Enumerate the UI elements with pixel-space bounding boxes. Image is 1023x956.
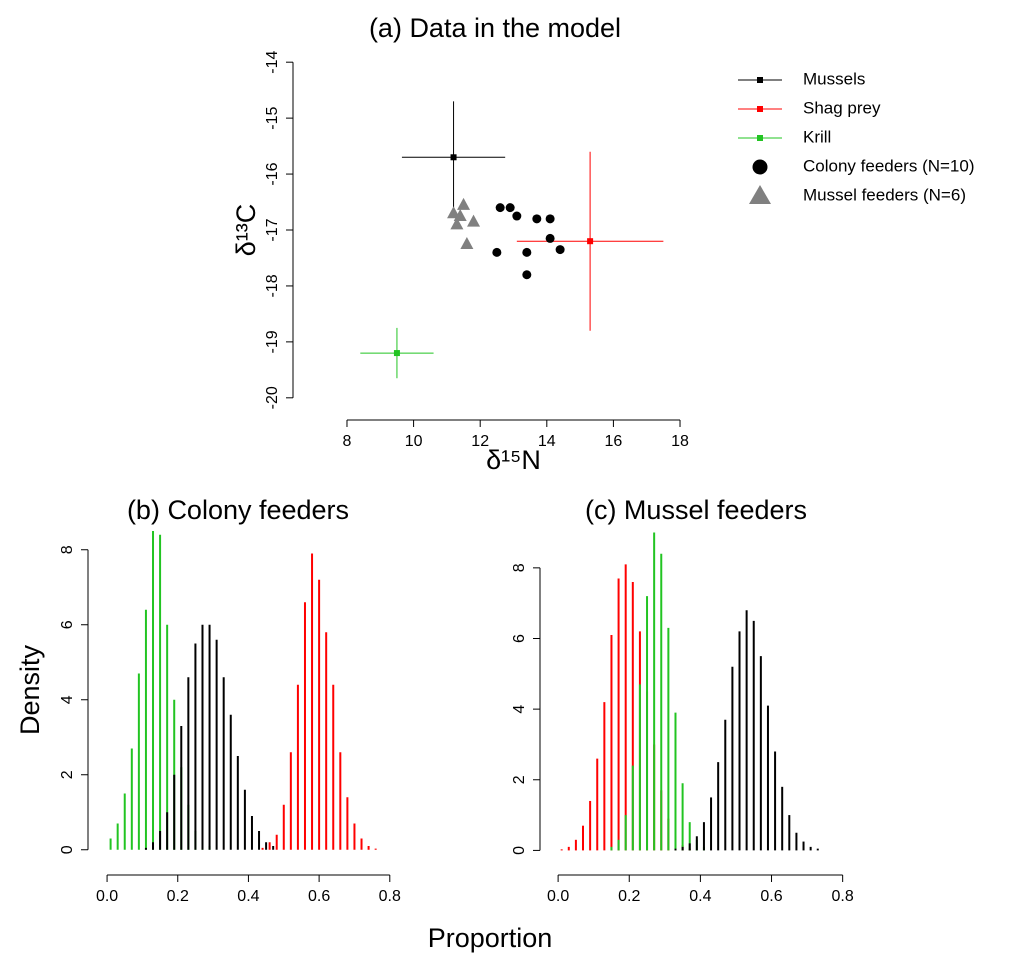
point <box>532 214 542 224</box>
y-tick-label: -17 <box>264 218 281 241</box>
point <box>495 203 505 213</box>
point <box>453 209 467 222</box>
legend-label: Mussels <box>803 69 865 88</box>
point <box>522 270 532 280</box>
x-tick-label: 8 <box>343 433 352 450</box>
x-tick-label: 0.6 <box>308 888 330 905</box>
y-tick-label: -16 <box>264 162 281 185</box>
x-tick-label: 0.4 <box>237 888 259 905</box>
y-tick-label: -19 <box>264 330 281 353</box>
y-tick-label: 2 <box>511 775 528 784</box>
x-axis-title: δ¹⁵N <box>486 445 541 475</box>
point <box>505 203 515 213</box>
legend-marker <box>749 185 771 204</box>
y-tick-label: -18 <box>264 274 281 297</box>
x-tick-label: 14 <box>538 433 556 450</box>
legend-label: Krill <box>803 127 831 146</box>
y-tick-label: 8 <box>511 563 528 572</box>
point <box>545 214 555 224</box>
y-tick-label: 0 <box>59 845 76 854</box>
point <box>522 247 532 257</box>
point <box>450 154 457 161</box>
chart-title: (b) Colony feeders <box>127 495 349 525</box>
legend-marker <box>757 135 763 141</box>
point <box>512 211 522 221</box>
point <box>492 247 502 257</box>
x-tick-label: 10 <box>405 433 423 450</box>
y-tick-label: 8 <box>59 545 76 554</box>
x-tick-label: 0.8 <box>832 888 854 905</box>
chart-title: (c) Mussel feeders <box>585 495 807 525</box>
shared-y-label: Density <box>15 644 45 735</box>
y-tick-label: 4 <box>59 695 76 704</box>
y-tick-label: 0 <box>511 846 528 855</box>
point <box>467 214 481 227</box>
x-tick-label: 0.2 <box>167 888 189 905</box>
legend-label: Shag prey <box>803 98 881 117</box>
legend-marker <box>757 106 763 112</box>
chart-title: (a) Data in the model <box>369 13 621 43</box>
y-axis-title: δ¹³C <box>231 204 261 257</box>
x-tick-label: 0.0 <box>96 888 118 905</box>
point <box>457 197 471 210</box>
x-tick-label: 16 <box>605 433 623 450</box>
point <box>555 245 565 255</box>
legend-label: Mussel feeders (N=6) <box>803 185 966 204</box>
legend-marker <box>757 77 763 83</box>
y-tick-label: -20 <box>264 386 281 409</box>
x-tick-label: 18 <box>671 433 689 450</box>
point <box>460 236 474 249</box>
y-tick-label: 2 <box>59 770 76 779</box>
x-tick-label: 0.8 <box>379 888 401 905</box>
x-tick-label: 0.4 <box>689 888 711 905</box>
y-tick-label: 6 <box>511 634 528 643</box>
point <box>393 350 400 357</box>
y-tick-label: -14 <box>264 51 281 74</box>
x-tick-label: 12 <box>471 433 489 450</box>
y-tick-label: -15 <box>264 106 281 129</box>
point <box>450 217 464 230</box>
point <box>587 238 594 245</box>
y-tick-label: 6 <box>59 620 76 629</box>
x-tick-label: 0.0 <box>547 888 569 905</box>
point <box>447 206 461 219</box>
x-tick-label: 0.6 <box>760 888 782 905</box>
legend-label: Colony feeders (N=10) <box>803 156 975 175</box>
y-tick-label: 4 <box>511 705 528 714</box>
x-tick-label: 0.2 <box>618 888 640 905</box>
point <box>545 233 555 243</box>
shared-x-label: Proportion <box>428 923 553 953</box>
legend-marker <box>752 159 768 175</box>
